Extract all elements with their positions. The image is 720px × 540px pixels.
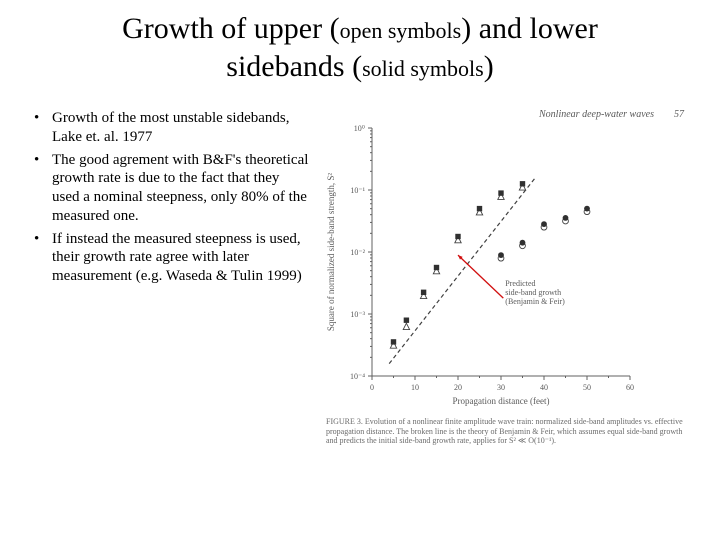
title-seg1-tail: ) and lower (461, 12, 598, 45)
bullet-item: If instead the measured steepness is use… (30, 230, 310, 286)
title-seg1-paren: open symbols (340, 18, 462, 43)
svg-text:20: 20 (454, 383, 462, 392)
title-seg1-main: Growth of upper ( (122, 12, 339, 45)
chart-caption: FIGURE 3. Evolution of a nonlinear finit… (320, 415, 690, 446)
svg-text:50: 50 (583, 383, 591, 392)
svg-text:30: 30 (497, 383, 505, 392)
svg-text:10⁻⁴: 10⁻⁴ (350, 372, 365, 381)
svg-text:(Benjamin & Feir): (Benjamin & Feir) (505, 297, 565, 306)
svg-text:Square of normalized side-band: Square of normalized side-band strength,… (326, 173, 336, 331)
svg-text:Propagation distance (feet): Propagation distance (feet) (453, 396, 550, 406)
svg-text:10: 10 (411, 383, 419, 392)
svg-text:10⁰: 10⁰ (354, 124, 365, 133)
svg-text:40: 40 (540, 383, 548, 392)
bullet-list: Growth of the most unstable sidebands, L… (30, 109, 310, 446)
sideband-growth-chart: 0 10 20 30 40 50 60 10⁻⁴ 10⁻³ 10⁻² 10⁻¹ 10⁰ Propagat… (320, 120, 640, 410)
title-seg2-main: sidebands ( (226, 50, 362, 83)
svg-text:10⁻³: 10⁻³ (350, 310, 365, 319)
svg-text:10⁻¹: 10⁻¹ (350, 186, 365, 195)
title-seg2-paren: solid symbols (362, 56, 484, 81)
svg-text:10⁻²: 10⁻² (350, 248, 365, 257)
bullet-item: Growth of the most unstable sidebands, L… (30, 109, 310, 147)
svg-text:Predicted: Predicted (505, 279, 535, 288)
chart-header-text: Nonlinear deep-water waves (539, 109, 654, 120)
svg-text:0: 0 (370, 383, 374, 392)
slide-title: Growth of upper (open symbols) and lower… (30, 10, 690, 85)
title-seg2-tail: ) (484, 50, 494, 83)
bullet-item: The good agrement with B&F's theoretical… (30, 151, 310, 226)
chart-panel: Nonlinear deep-water waves 57 0 10 20 30 40 5… (320, 109, 690, 446)
svg-text:60: 60 (626, 383, 634, 392)
chart-header-page: 57 (674, 109, 684, 120)
svg-text:side-band growth: side-band growth (505, 288, 561, 297)
